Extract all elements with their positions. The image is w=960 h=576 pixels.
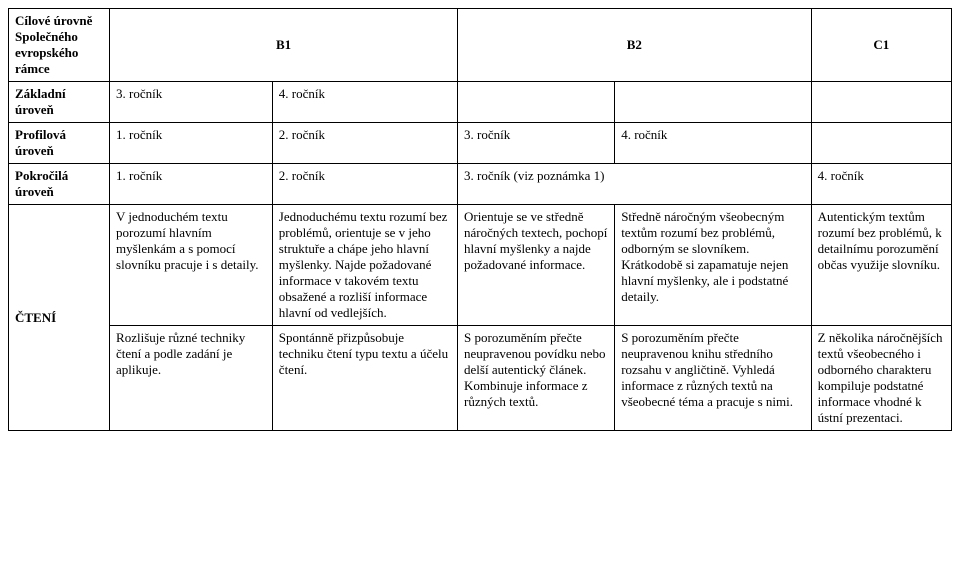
cteni-label: ČTENÍ: [9, 205, 110, 431]
pokrocila-c1: 1. ročník: [110, 164, 273, 205]
zakladni-c1: 3. ročník: [110, 82, 273, 123]
header-c1: C1: [811, 9, 951, 82]
header-left: Cílové úrovně Společného evropského rámc…: [9, 9, 110, 82]
zakladni-c5: [811, 82, 951, 123]
cteni-r2-c4: S porozuměním přečte neupravenou knihu s…: [615, 326, 811, 431]
profilova-c1: 1. ročník: [110, 123, 273, 164]
cefr-table: Cílové úrovně Společného evropského rámc…: [8, 8, 952, 431]
cteni-r2-c1: Rozlišuje různé techniky čtení a podle z…: [110, 326, 273, 431]
cteni-r1-c1: V jednoduchém textu porozumí hlavním myš…: [110, 205, 273, 326]
zakladni-c4: [615, 82, 811, 123]
row-zakladni-label: Základní úroveň: [9, 82, 110, 123]
profilova-c5: [811, 123, 951, 164]
zakladni-c3: [458, 82, 615, 123]
row-pokrocila-label: Pokročilá úroveň: [9, 164, 110, 205]
header-b2: B2: [458, 9, 812, 82]
profilova-c4: 4. ročník: [615, 123, 811, 164]
pokrocila-c4: 4. ročník: [811, 164, 951, 205]
cteni-r1-c2: Jednoduchému textu rozumí bez problémů, …: [272, 205, 457, 326]
zakladni-c2: 4. ročník: [272, 82, 457, 123]
pokrocila-c2: 2. ročník: [272, 164, 457, 205]
pokrocila-c3: 3. ročník (viz poznámka 1): [458, 164, 812, 205]
cteni-r1-c6: Autentickým textům rozumí bez problémů, …: [811, 205, 951, 326]
cteni-r2-c2: Spontánně přizpůsobuje techniku čtení ty…: [272, 326, 457, 431]
cteni-r1-c4: Středně náročným všeobecným textům rozum…: [615, 205, 811, 326]
row-profilova-label: Profilová úroveň: [9, 123, 110, 164]
header-b1: B1: [110, 9, 458, 82]
cteni-r2-c6: Z několika náročnějších textů všeobecnéh…: [811, 326, 951, 431]
cteni-r1-c3: Orientuje se ve středně náročných textec…: [458, 205, 615, 326]
cteni-r2-c3: S porozuměním přečte neupravenou povídku…: [458, 326, 615, 431]
profilova-c2: 2. ročník: [272, 123, 457, 164]
profilova-c3: 3. ročník: [458, 123, 615, 164]
